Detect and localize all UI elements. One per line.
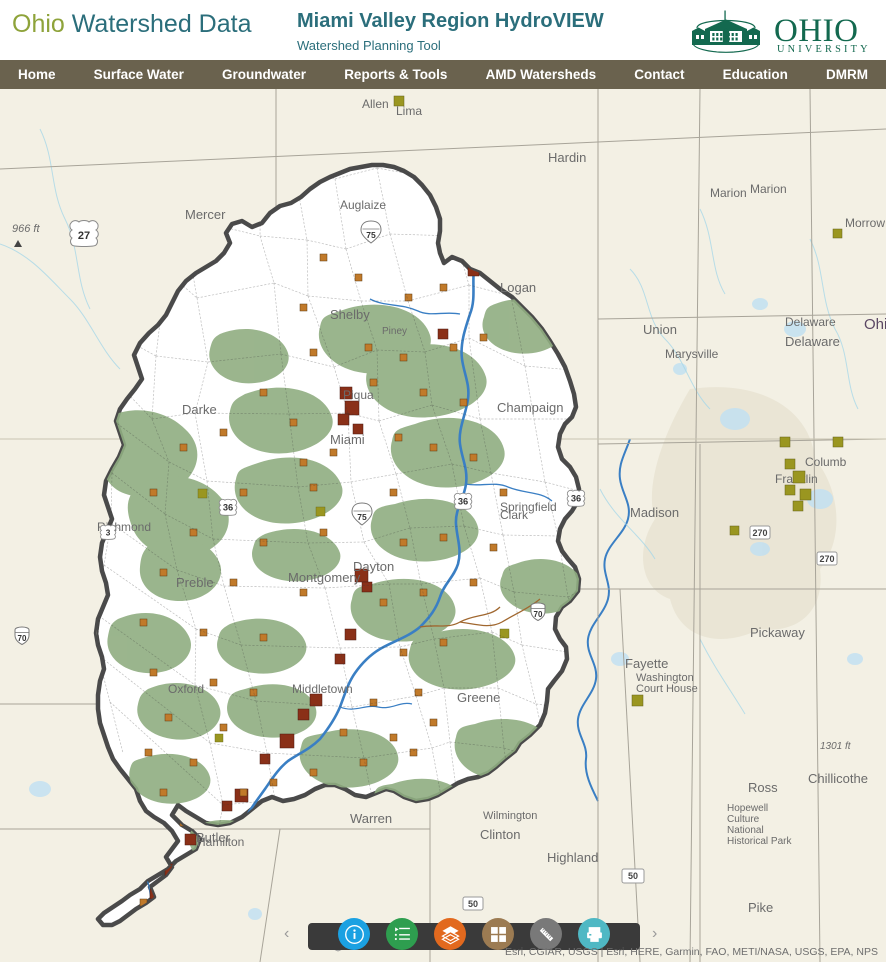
svg-text:1804: 1804 [716,47,735,54]
svg-text:Darke: Darke [182,402,217,417]
svg-text:Ross: Ross [748,780,778,795]
svg-text:36: 36 [223,503,233,513]
svg-text:National: National [727,825,764,836]
svg-text:Piney: Piney [382,326,407,337]
svg-text:Warren: Warren [350,811,392,826]
svg-text:Court House: Court House [636,683,698,695]
svg-text:Piqua: Piqua [343,388,374,402]
svg-text:50: 50 [468,899,478,909]
svg-text:Greene: Greene [457,690,500,705]
svg-text:Allen: Allen [362,97,389,111]
svg-text:Miami: Miami [330,432,365,447]
svg-text:Delaware: Delaware [785,334,840,349]
svg-text:75: 75 [357,512,367,522]
svg-text:Marysville: Marysville [665,347,719,361]
svg-text:Mercer: Mercer [185,207,226,222]
svg-text:Madison: Madison [630,505,679,520]
svg-text:Marion: Marion [710,186,747,200]
svg-text:1301 ft: 1301 ft [820,741,852,752]
svg-text:Culture: Culture [727,814,760,825]
svg-text:75: 75 [366,230,376,240]
svg-text:Pike: Pike [748,900,773,915]
svg-text:Montgomery: Montgomery [288,570,361,585]
svg-text:50: 50 [628,871,638,881]
svg-text:Wilmington: Wilmington [483,810,537,822]
svg-text:Clinton: Clinton [480,827,520,842]
svg-text:270: 270 [752,528,767,538]
svg-text:36: 36 [571,494,581,504]
svg-text:Dayton: Dayton [353,559,394,574]
svg-text:Hopewell: Hopewell [727,803,768,814]
svg-text:Morrow: Morrow [845,216,885,230]
svg-text:36: 36 [458,497,468,507]
svg-text:Auglaize: Auglaize [340,198,386,212]
svg-text:Highland: Highland [547,850,598,865]
svg-text:Clark: Clark [500,508,529,522]
svg-text:UNIVERSITY: UNIVERSITY [777,44,871,54]
svg-text:Ohio: Ohio [864,316,886,333]
svg-text:70: 70 [18,634,27,643]
svg-text:Columb: Columb [805,455,847,469]
svg-text:Fayette: Fayette [625,656,668,671]
svg-text:Champaign: Champaign [497,400,564,415]
svg-text:Historical Park: Historical Park [727,836,792,847]
svg-text:Oxford: Oxford [168,682,204,696]
svg-text:Hardin: Hardin [548,150,586,165]
svg-text:Pickaway: Pickaway [750,625,805,640]
svg-text:Preble: Preble [176,575,214,590]
svg-text:Shelby: Shelby [330,307,370,322]
svg-text:Chillicothe: Chillicothe [808,771,868,786]
svg-text:Middletown: Middletown [292,682,353,696]
svg-text:270: 270 [819,554,834,564]
svg-text:Hamilton: Hamilton [197,835,244,849]
svg-text:3: 3 [106,528,111,537]
svg-text:70: 70 [534,610,543,619]
svg-text:966 ft: 966 ft [12,223,40,235]
svg-text:Delaware: Delaware [785,315,836,329]
svg-text:Logan: Logan [500,280,536,295]
svg-text:Marion: Marion [750,182,787,196]
svg-text:Union: Union [643,322,677,337]
svg-text:27: 27 [78,230,90,242]
